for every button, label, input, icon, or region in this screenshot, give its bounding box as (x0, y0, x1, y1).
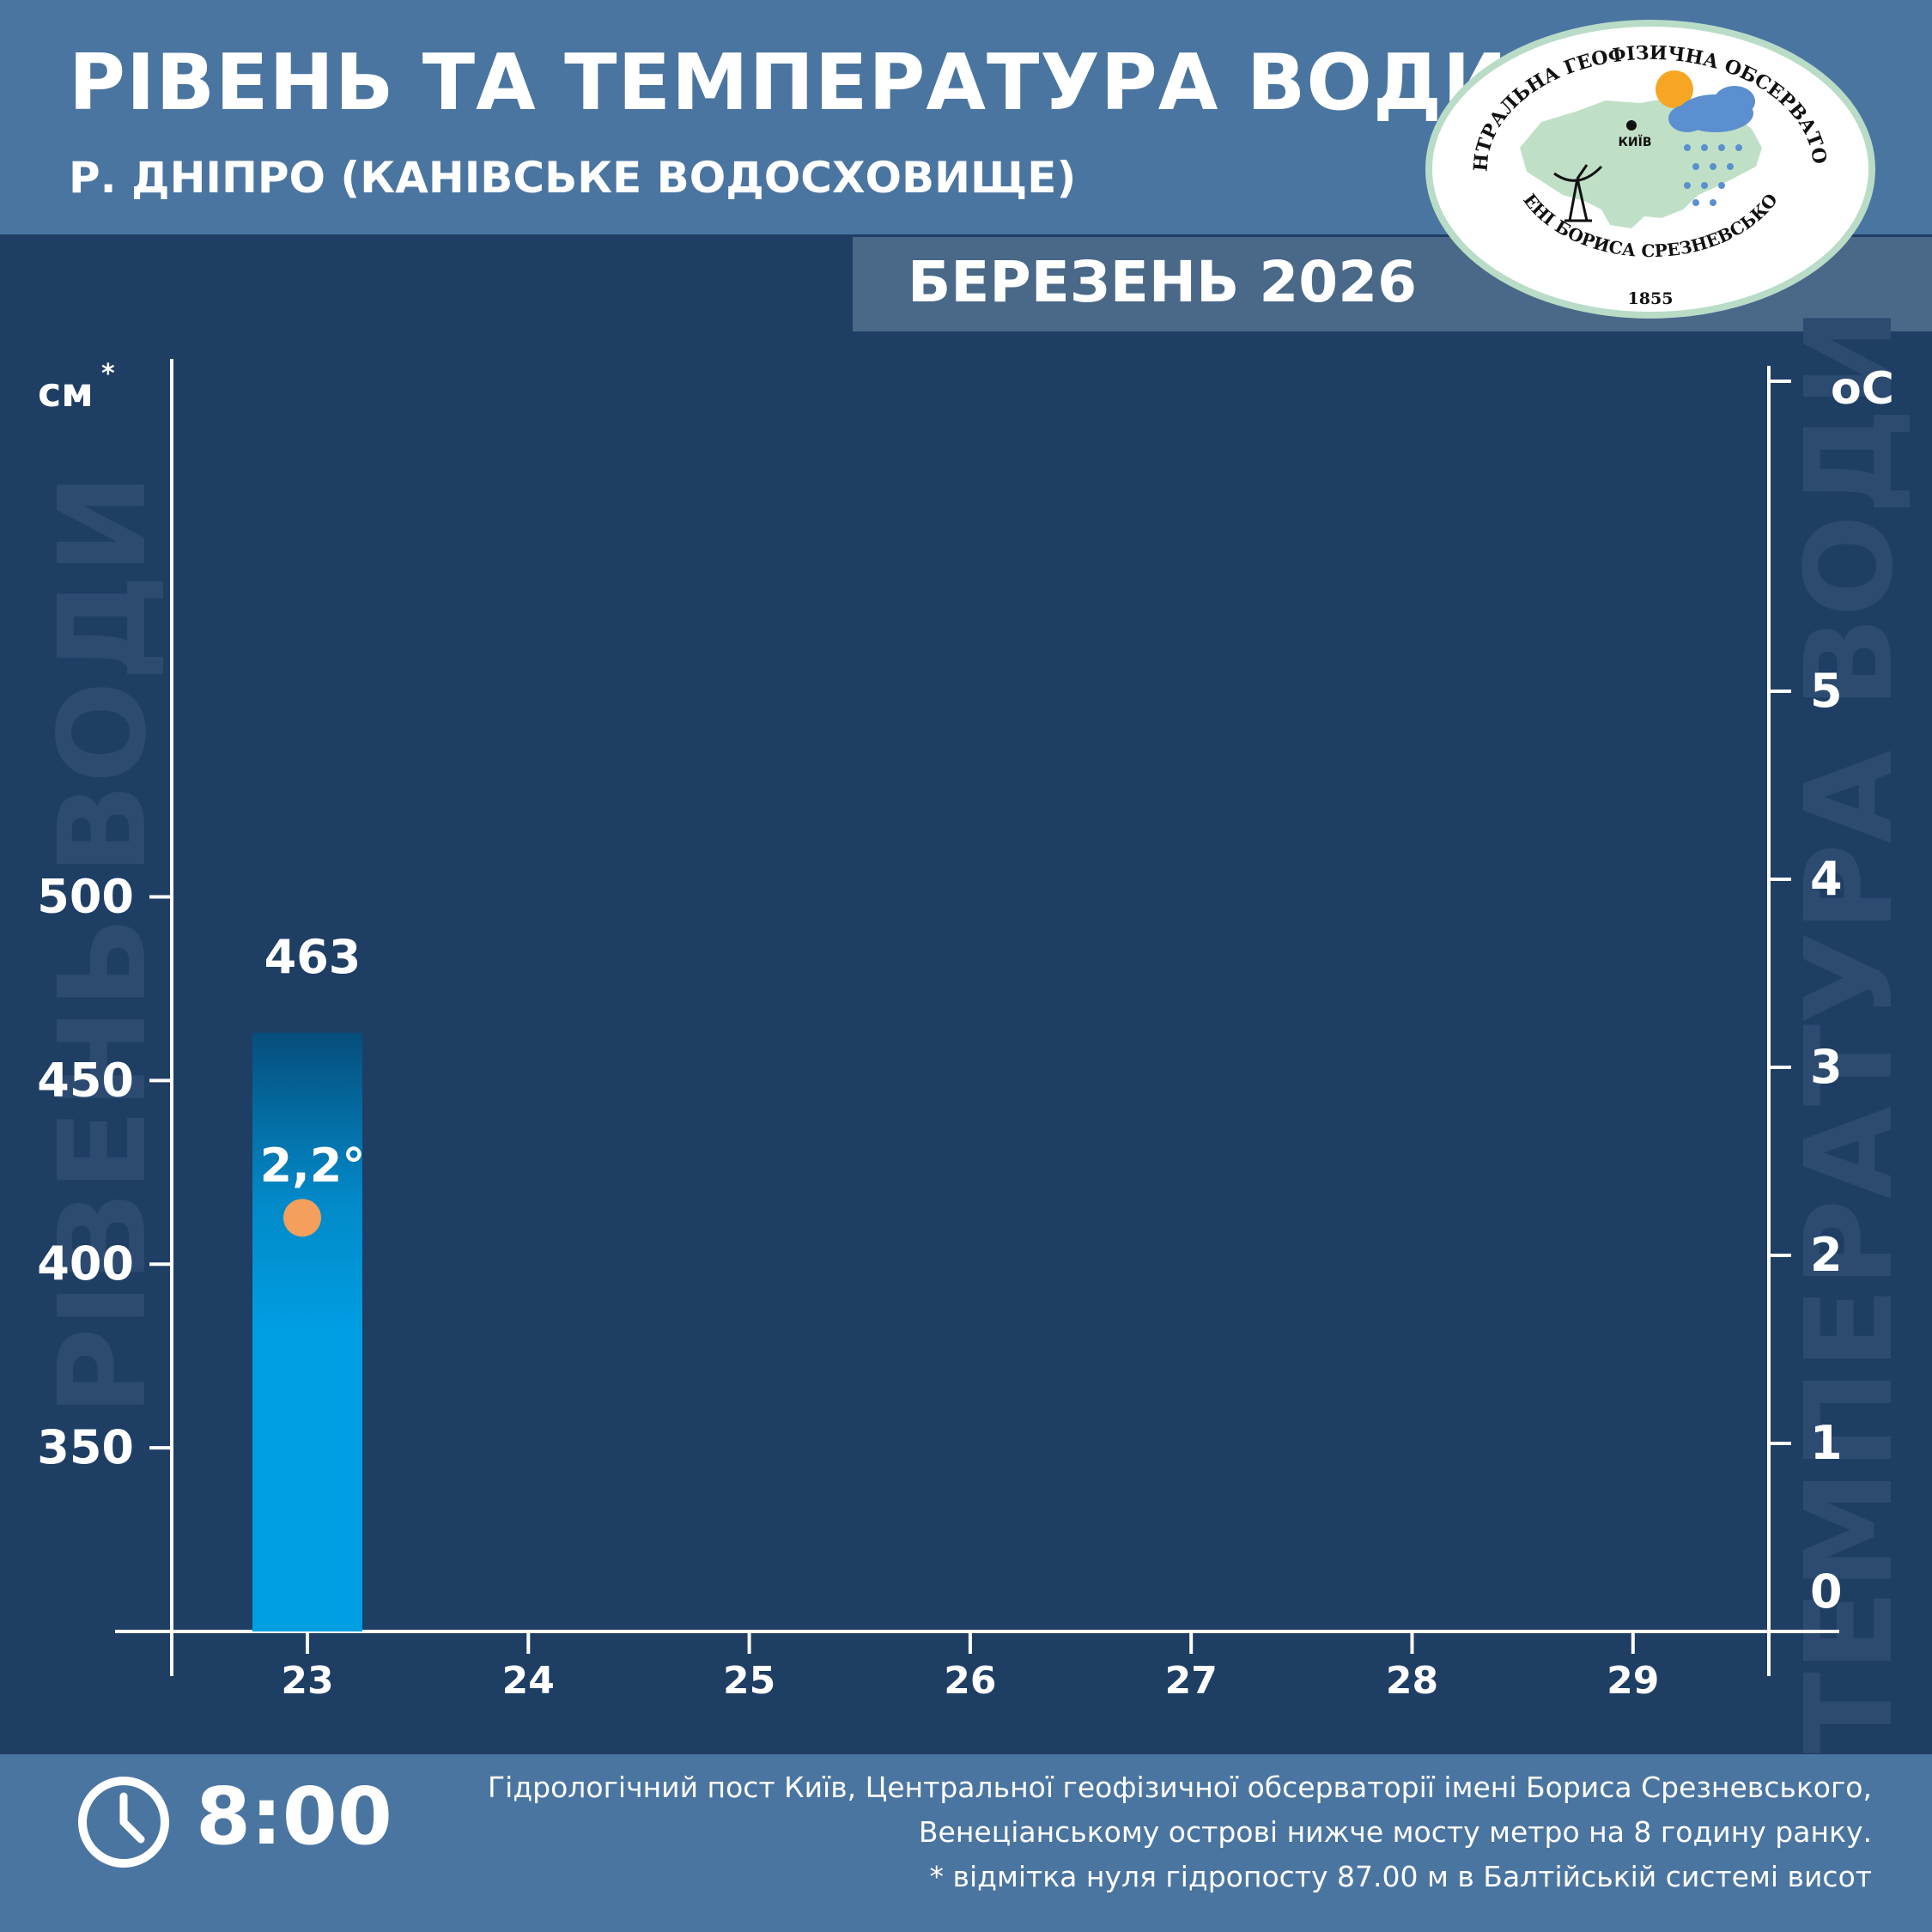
y-right-tick-label: 2 (1810, 1228, 1843, 1282)
y-right-tick-label: 3 (1810, 1040, 1843, 1094)
month-label: БЕРЕЗЕНЬ 2026 (908, 249, 1418, 315)
y-right-tick-label: 1 (1810, 1416, 1843, 1470)
y-left-tick-label: 500 (37, 869, 134, 923)
y-left-tick-label: 450 (37, 1053, 134, 1107)
observatory-logo: ЦЕНТРАЛЬНА ГЕОФІЗИЧНА ОБСЕРВАТОРІЯ ІМЕНІ… (1425, 19, 1875, 319)
y-left-unit-mark: * (101, 359, 115, 389)
x-tick-label: 27 (1165, 1659, 1218, 1703)
x-tick-label: 28 (1386, 1659, 1438, 1703)
y-right-unit: оС (1831, 363, 1894, 415)
x-tick-label: 26 (944, 1659, 996, 1703)
footer-note-line: * відмітка нуля гідропосту 87.00 м в Бал… (929, 1860, 1872, 1893)
logo-city: КИЇВ (1618, 135, 1651, 149)
x-tick-label: 24 (502, 1659, 555, 1703)
sun-icon (1656, 70, 1693, 108)
level-bar-label: 463 (264, 930, 361, 984)
footer-band (0, 1754, 1932, 1932)
temperature-point-label: 2,2° (260, 1139, 366, 1193)
level-bar (252, 1032, 362, 1631)
y-left-tick-label: 400 (37, 1236, 134, 1291)
rain-icon (1684, 144, 1742, 206)
y-left-tick-label: 350 (37, 1420, 134, 1474)
clock-icon (78, 1777, 169, 1868)
y-left-axis-title: РІВЕНЬ ВОДИ (33, 473, 173, 1415)
temperature-point (283, 1199, 321, 1237)
y-right-tick-label: 0 (1810, 1564, 1843, 1619)
footer-note-line: Гідрологічний пост Київ, Центральної гео… (488, 1771, 1872, 1804)
y-right-tick-label: 4 (1810, 852, 1843, 906)
footer-note-line: Венеціанському острові нижче мосту метро… (918, 1815, 1872, 1849)
x-tick-label: 23 (281, 1659, 333, 1703)
x-tick-label: 25 (723, 1659, 775, 1703)
y-left-unit: см (38, 369, 94, 416)
y-right-axis-title: ТЕМПЕРАТУРА ВОДИ (1780, 307, 1920, 1754)
observation-time: 8:00 (196, 1771, 392, 1862)
page-subtitle: Р. ДНІПРО (КАНІВСЬКЕ ВОДОСХОВИЩЕ) (69, 153, 1077, 203)
satellite-dish-icon (1553, 164, 1603, 222)
logo-year: 1855 (1628, 289, 1674, 308)
x-tick-label: 29 (1607, 1659, 1659, 1703)
page-title: РІВЕНЬ ТА ТЕМПЕРАТУРА ВОДИ (69, 38, 1509, 128)
y-right-tick-label: 5 (1810, 664, 1843, 718)
